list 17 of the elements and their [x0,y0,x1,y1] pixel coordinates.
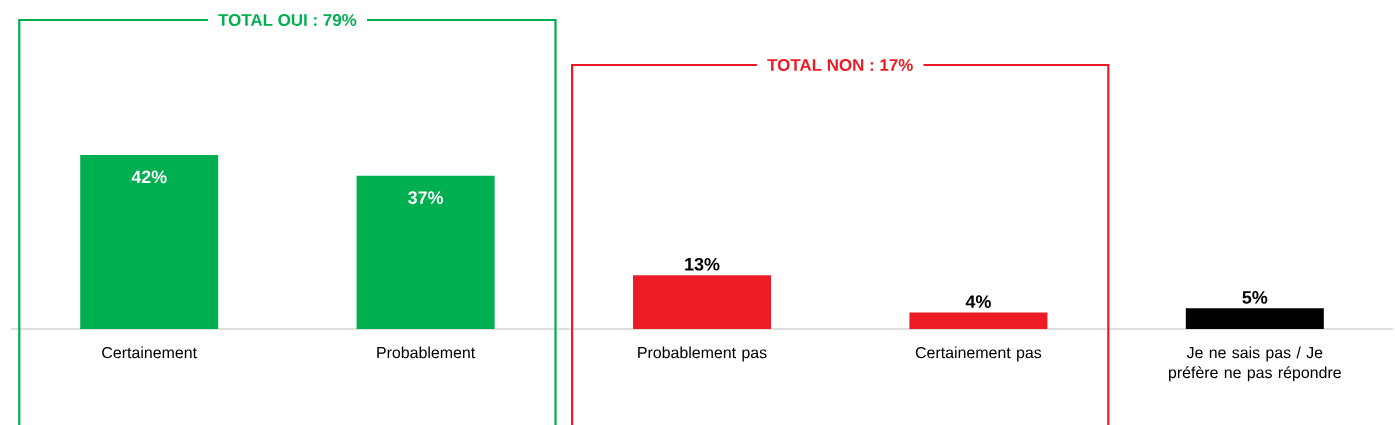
x-tick-label: Je ne sais pas / Je préfère ne pas répondre [1169,346,1341,382]
x-tick-label: Probablement pas [638,346,767,362]
x-tick-label: Certainement [102,346,197,359]
x-tick-label: Certainement pas [915,346,1042,362]
data-label: 13% [685,257,720,271]
data-label: 5% [1242,291,1268,304]
bar [80,155,219,329]
x-tick-label: Probablement [377,346,476,359]
data-label: 37% [408,191,444,204]
data-label: 4% [965,295,991,308]
text: TOTAL NON : 17% [767,59,913,71]
bar [633,275,772,329]
bar [356,175,495,329]
text: TOTAL OUI : 79% [218,14,357,26]
bar [909,312,1048,329]
bar [1185,308,1324,329]
data-label: 42% [131,170,167,184]
